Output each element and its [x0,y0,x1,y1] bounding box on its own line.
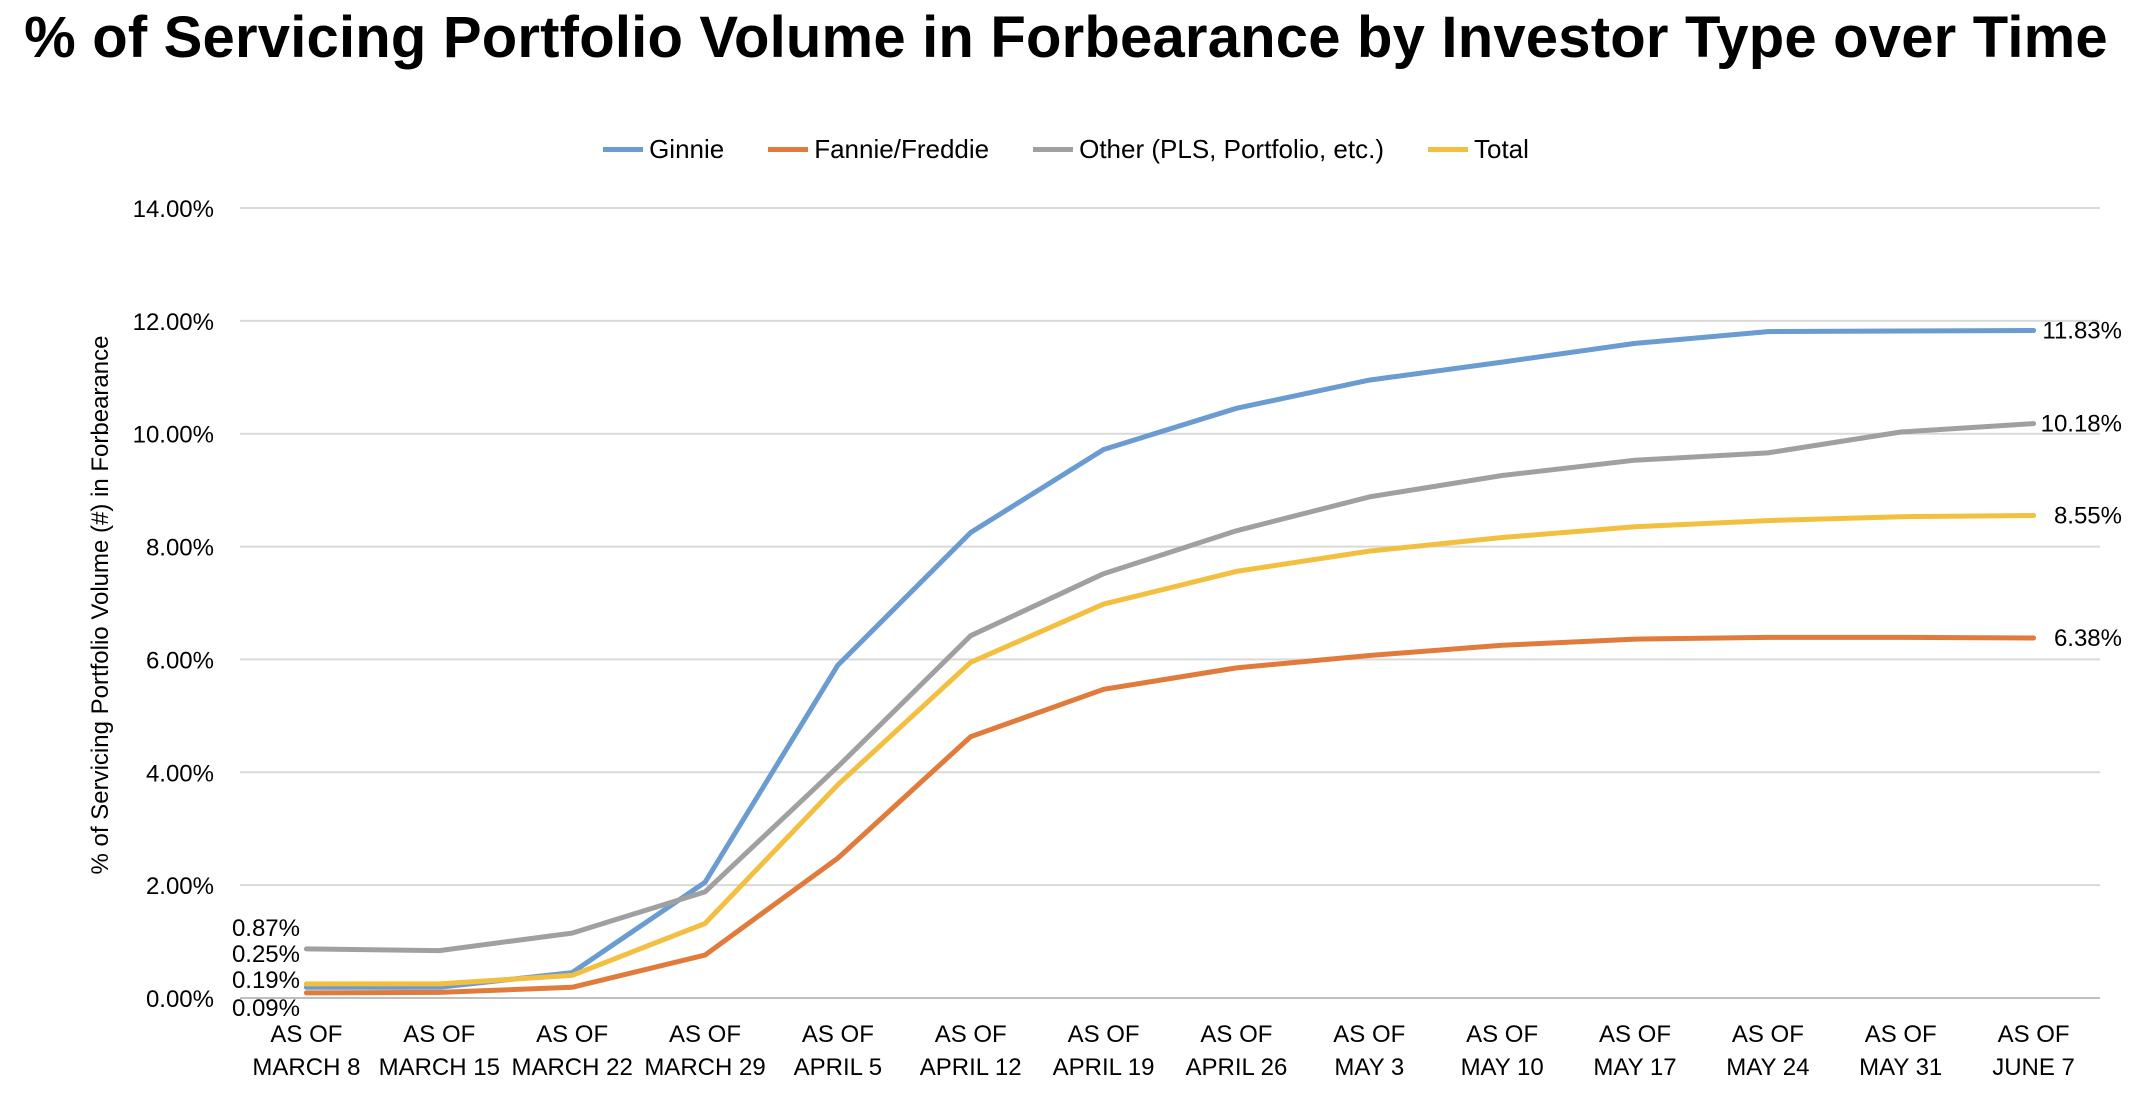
x-tick-line: MAY 10 [1461,1054,1544,1081]
legend-swatch [1428,147,1468,152]
x-tick-line: AS OF [1068,1021,1140,1048]
legend-swatch [603,147,644,152]
x-tick-line: AS OF [1732,1021,1804,1048]
x-tick-line: AS OF [1599,1021,1671,1048]
legend-swatch [768,147,809,152]
gridlines [240,207,2100,999]
start-value-label: 0.87% [232,915,300,942]
legend-label: Other (PLS, Portfolio, etc.) [1079,134,1384,164]
x-tick-label: AS OF APRIL 19 [1053,1021,1155,1081]
x-tick-line: APRIL 19 [1053,1054,1155,1081]
y-tick-label: 12.00% [133,309,214,336]
x-tick-label: AS OF APRIL 26 [1186,1021,1288,1081]
x-tick-label: AS OF MARCH 22 [511,1021,632,1081]
series-line-3 [303,513,2037,987]
x-tick-line: AS OF [1998,1021,2070,1048]
data-labels: 0.87%0.25%0.19%0.09% 11.83% 10.18% 8.55% 6.3… [232,317,2122,1022]
x-tick-line: AS OF [536,1021,608,1048]
series-line-2 [303,421,2037,954]
x-tick-line: MARCH 22 [511,1054,632,1081]
start-value-label: 0.25% [232,941,300,968]
x-tick-line: MARCH 15 [379,1054,500,1081]
x-tick-line: MAY 31 [1859,1054,1942,1081]
legend-label: Fannie/Freddie [814,134,990,164]
x-tick-label: AS OF MAY 3 [1333,1021,1405,1081]
series-line-1 [303,634,2037,996]
x-tick-line: AS OF [403,1021,475,1048]
x-tick-label: AS OF MARCH 8 [252,1021,360,1081]
series-lines [303,328,2037,996]
legend: Ginnie Fannie/Freddie Other (PLS, Portfoli… [0,134,2132,165]
legend-item-3: Total [1428,134,1529,165]
x-tick-line: AS OF [1333,1021,1405,1048]
legend-item-1: Fannie/Freddie [768,134,989,165]
x-tick-line: MAY 24 [1726,1054,1809,1081]
x-tick-label: AS OF MARCH 29 [644,1021,765,1081]
legend-item-2: Other (PLS, Portfolio, etc.) [1033,134,1384,165]
x-tick-line: AS OF [1865,1021,1937,1048]
x-tick-line: AS OF [1200,1021,1272,1048]
y-tick-label: 10.00% [133,422,214,449]
y-tick-label: 4.00% [146,760,214,787]
x-tick-line: MARCH 8 [252,1054,360,1081]
y-tick-label: 2.00% [146,873,214,900]
x-tick-line: MARCH 29 [644,1054,765,1081]
end-value-label: 11.83% [2042,317,2122,344]
legend-swatch [1033,147,1074,152]
legend-item-0: Ginnie [603,134,724,165]
x-tick-line: MAY 17 [1593,1054,1676,1081]
x-tick-label: AS OF MAY 17 [1593,1021,1676,1081]
y-tick-label: 6.00% [146,647,214,674]
start-value-label: 0.19% [232,967,300,994]
x-tick-label: AS OF APRIL 12 [920,1021,1022,1081]
start-value-label: 0.09% [232,995,300,1022]
x-tick-label: AS OF MAY 24 [1726,1021,1809,1081]
series-line-0 [303,328,2037,990]
x-tick-line: MAY 3 [1334,1054,1404,1081]
legend-label: Ginnie [649,134,725,164]
y-axis-title: % of Servicing Portfolio Volume (#) in F… [87,336,114,875]
x-tick-label: AS OF JUNE 7 [1992,1021,2075,1081]
x-tick-label: AS OF MAY 10 [1461,1021,1544,1081]
x-tick-line: APRIL 12 [920,1054,1022,1081]
x-tick-line: AS OF [1466,1021,1538,1048]
y-tick-label: 8.00% [146,535,214,562]
x-tick-line: AS OF [802,1021,874,1048]
x-tick-label: AS OF APRIL 5 [794,1021,883,1081]
end-value-label: 10.18% [2041,411,2122,438]
x-tick-line: AS OF [669,1021,741,1048]
end-value-label: 8.55% [2054,503,2122,530]
y-axis-ticks: 0.00% 2.00% 4.00% 6.00% 8.00% 10.00% 12.00% 14.… [133,196,214,1013]
y-tick-label: 0.00% [146,986,214,1013]
x-tick-label: AS OF MARCH 15 [379,1021,500,1081]
legend-label: Total [1474,134,1529,164]
end-value-label: 6.38% [2054,625,2122,652]
x-tick-line: JUNE 7 [1992,1054,2075,1081]
x-tick-line: APRIL 26 [1186,1054,1288,1081]
chart-title: % of Servicing Portfolio Volume in Forbe… [24,5,2108,70]
x-tick-line: AS OF [935,1021,1007,1048]
x-tick-line: APRIL 5 [794,1054,883,1081]
y-tick-label: 14.00% [133,196,214,223]
x-tick-line: AS OF [270,1021,342,1048]
x-tick-label: AS OF MAY 31 [1859,1021,1942,1081]
